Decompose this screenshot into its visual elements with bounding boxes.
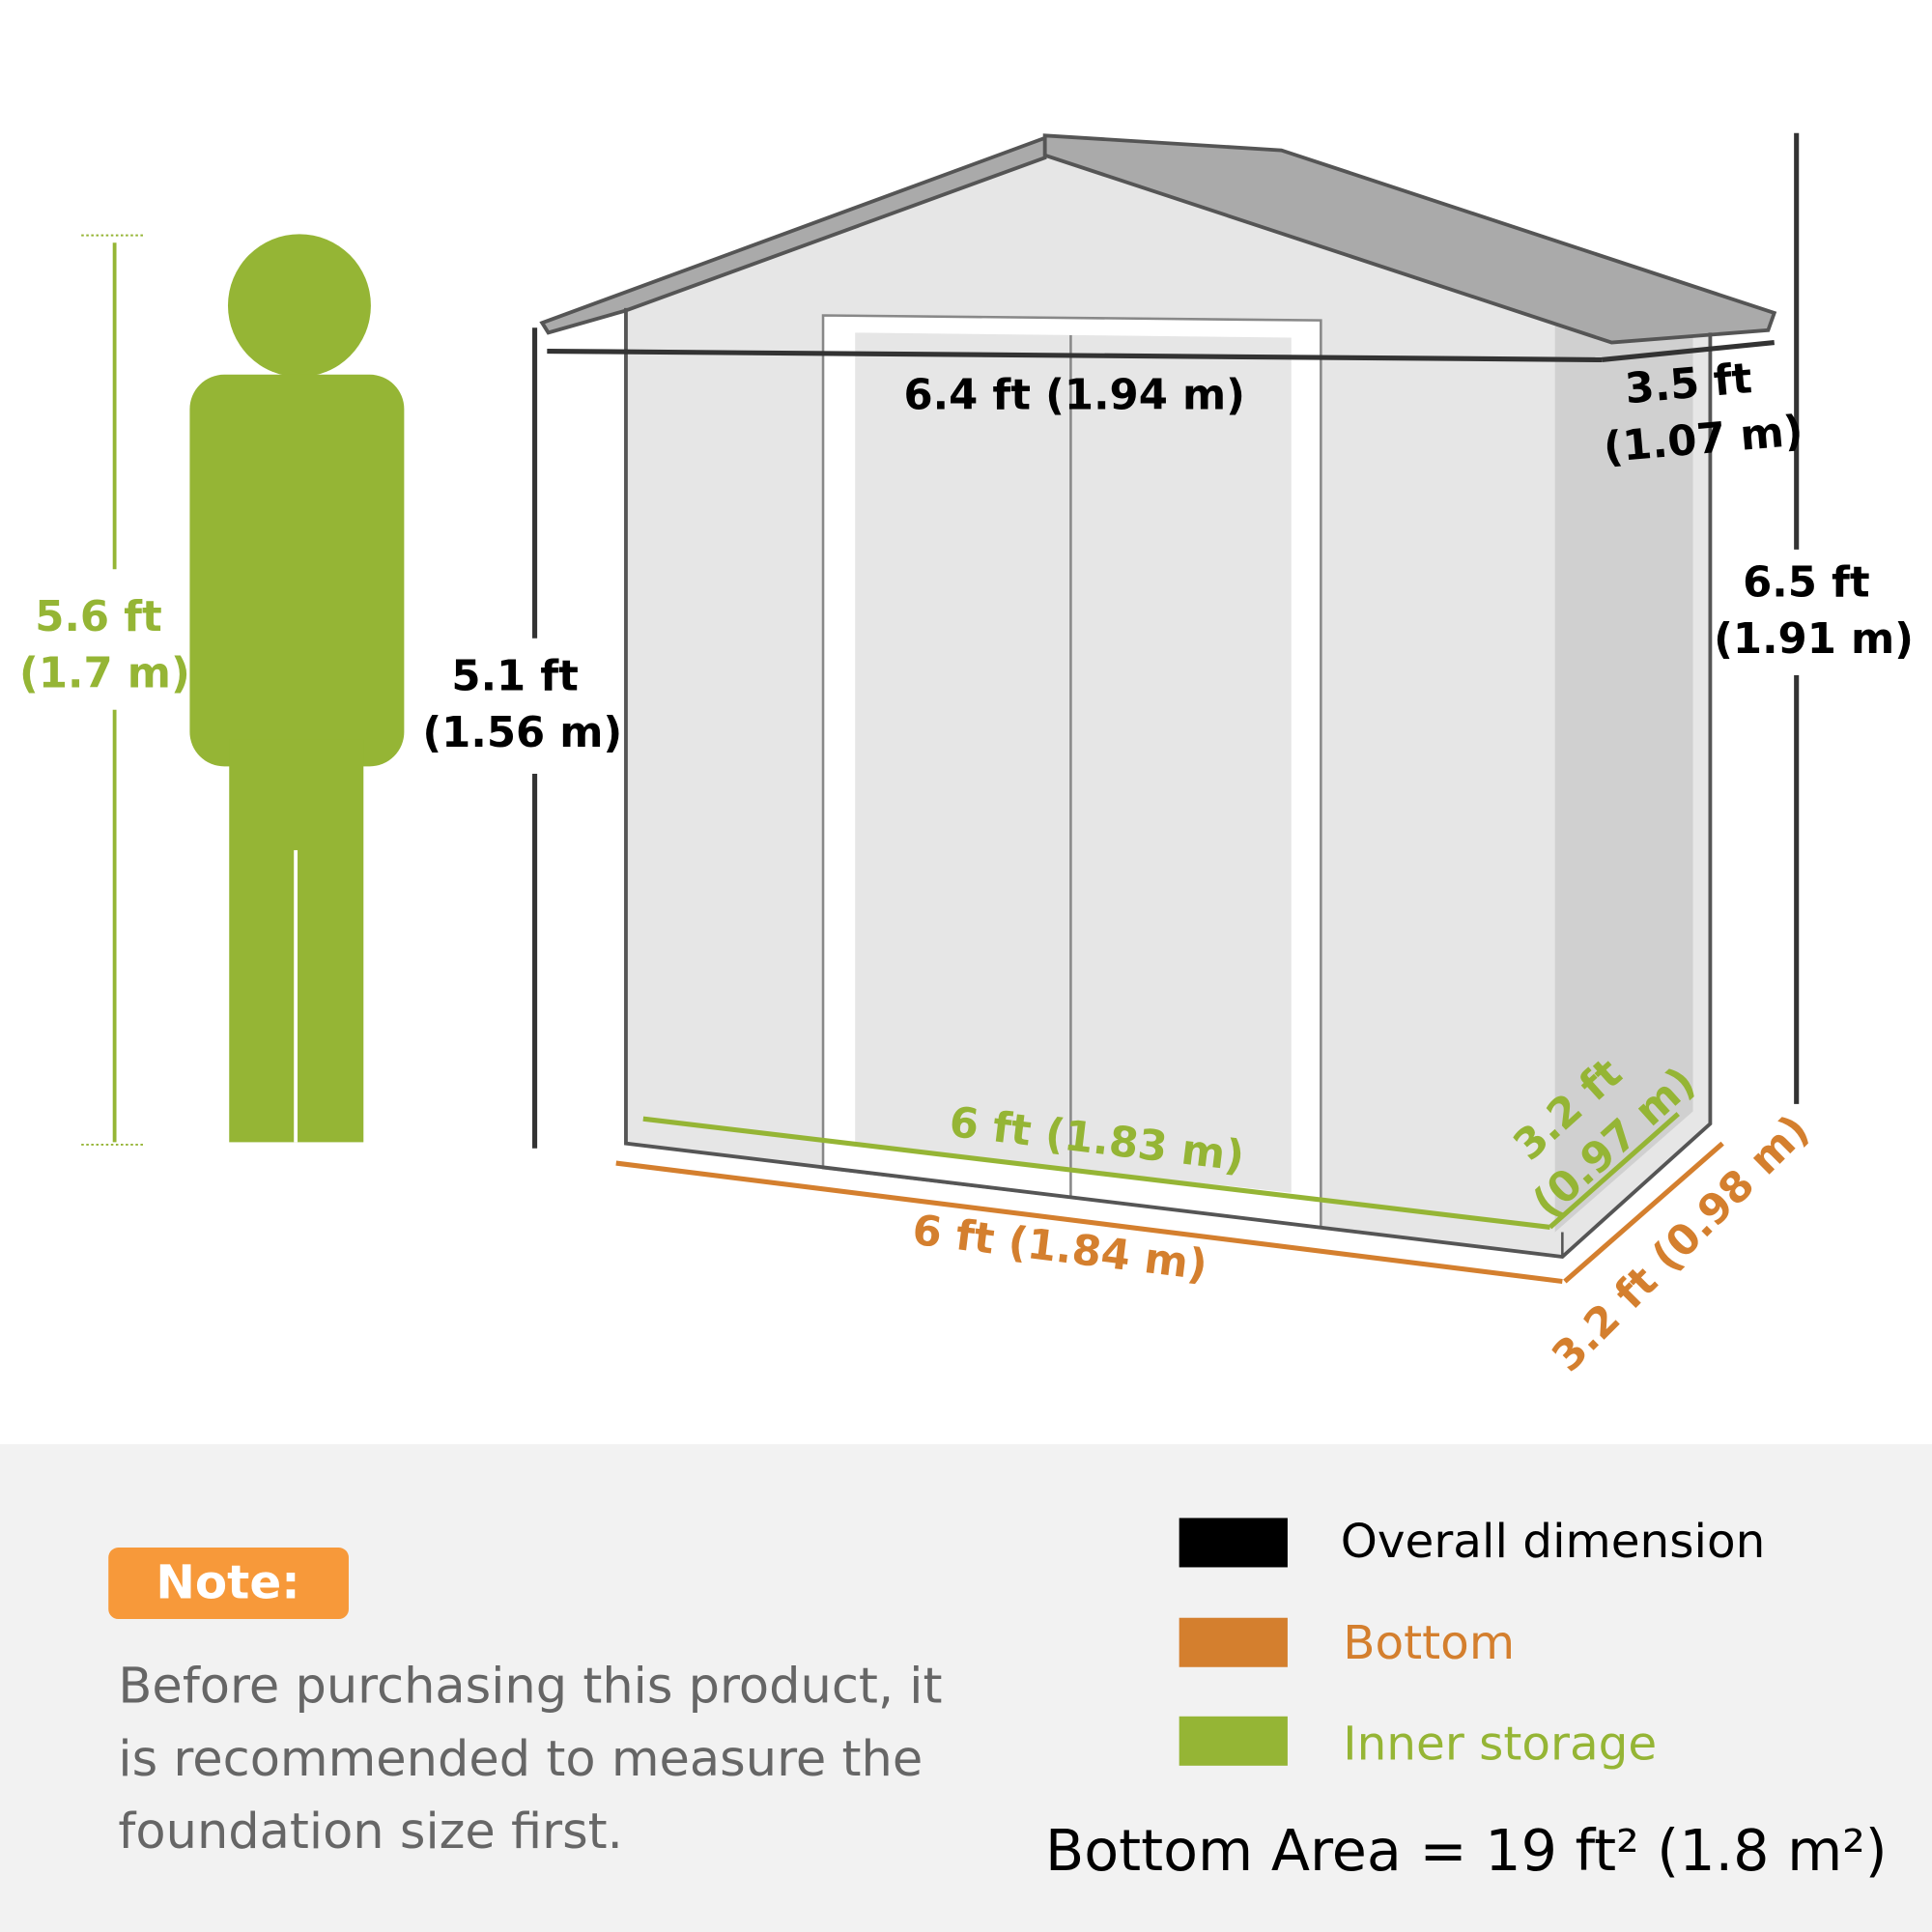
- overall-height-ft-label: 6.5 ft: [1743, 558, 1870, 607]
- legend-swatch-bottom: [1179, 1617, 1288, 1667]
- legend-label-overall: Overall dimension: [1341, 1515, 1766, 1569]
- eave-height-m-label: (1.56 m): [422, 709, 622, 757]
- legend-label-inner: Inner storage: [1343, 1717, 1657, 1771]
- note-badge: [108, 1548, 349, 1620]
- shed-illustration: [539, 133, 1777, 1260]
- legend-swatch-inner: [1179, 1716, 1288, 1766]
- note-line-1: Before purchasing this product, it: [118, 1659, 942, 1716]
- overall-width-label: 6.4 ft (1.94 m): [904, 371, 1245, 419]
- person-height-line: [81, 234, 146, 1146]
- person-height-ft: 5.6 ft: [35, 593, 162, 641]
- overall-dimension-lines: [532, 132, 1800, 1149]
- person-height-m: (1.7 m): [19, 650, 190, 698]
- footer-panel: [0, 1443, 1932, 1932]
- bottom-area-label: Bottom Area = 19 ft² (1.8 m²): [1045, 1818, 1888, 1884]
- legend-label-bottom: Bottom: [1343, 1616, 1515, 1670]
- person-silhouette: [189, 234, 405, 1143]
- note-badge-label: Note:: [156, 1555, 299, 1609]
- eave-height-ft-label: 5.1 ft: [451, 652, 579, 700]
- legend-swatch-overall: [1179, 1518, 1288, 1568]
- bottom-dimension-lines: [615, 1141, 1724, 1285]
- overall-depth-ft-label: 3.5 ft: [1623, 355, 1753, 413]
- note-line-3: foundation size first.: [118, 1804, 622, 1861]
- overall-height-m-label: (1.91 m): [1714, 615, 1914, 664]
- inner-dimension-lines: [642, 1112, 1680, 1230]
- note-line-2: is recommended to measure the: [118, 1731, 923, 1788]
